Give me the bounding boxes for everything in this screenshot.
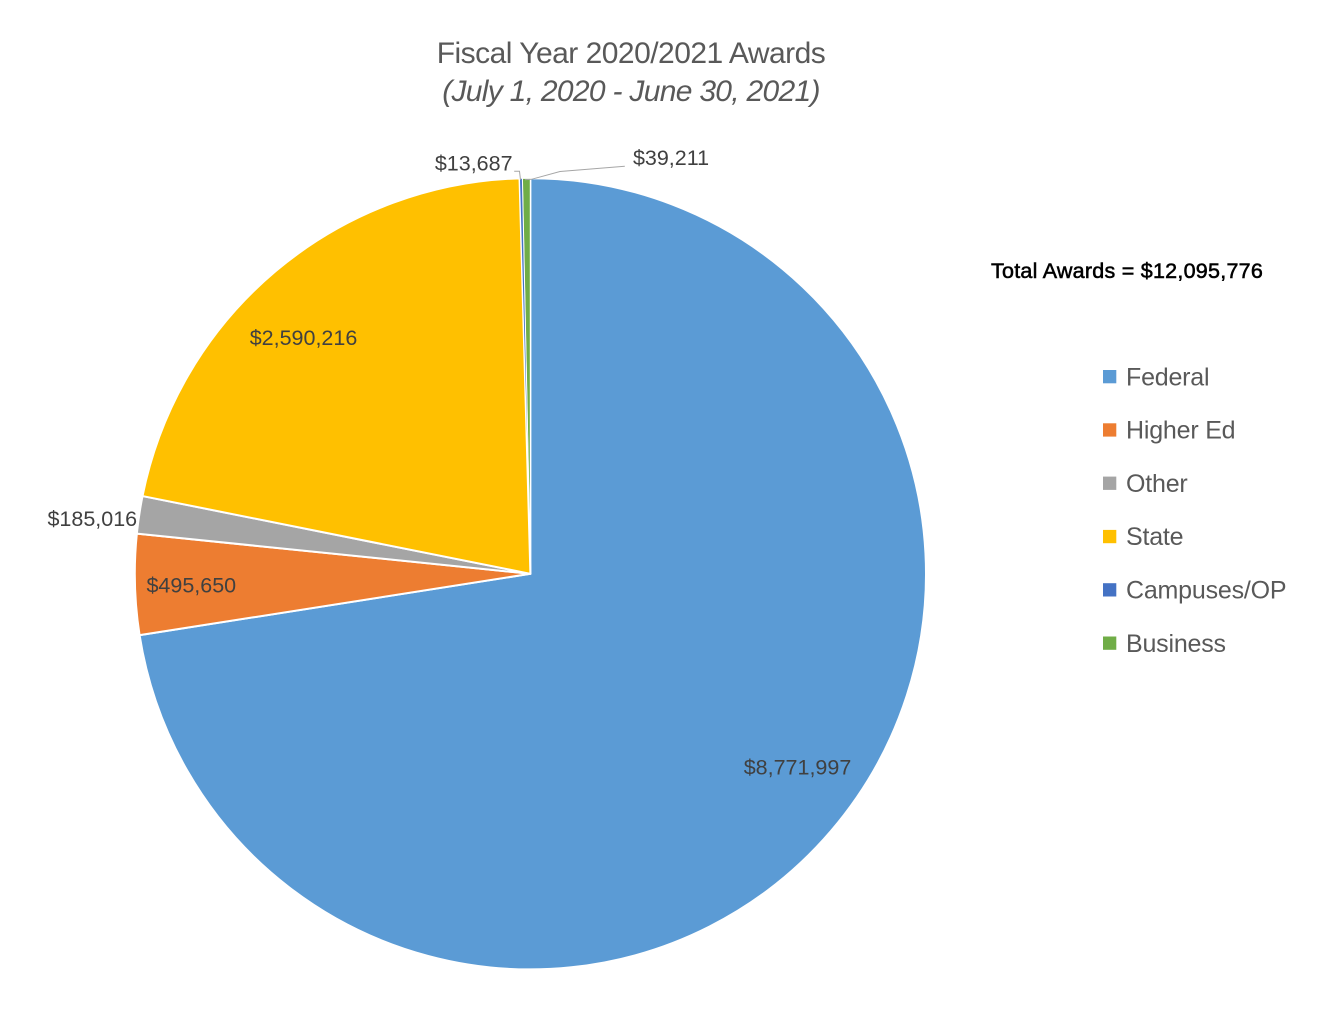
svg-text:Other: Other (1126, 470, 1188, 498)
svg-text:Higher Ed: Higher Ed (1126, 417, 1235, 445)
svg-text:$495,650: $495,650 (146, 574, 236, 598)
svg-text:Campuses/OP: Campuses/OP (1126, 577, 1286, 605)
svg-text:Business: Business (1126, 630, 1226, 658)
svg-text:$2,590,216: $2,590,216 (250, 326, 358, 350)
svg-text:$39,211: $39,211 (633, 146, 709, 170)
svg-text:Total Awards = $12,095,776: Total Awards = $12,095,776 (991, 259, 1263, 283)
svg-text:$185,016: $185,016 (47, 507, 137, 531)
svg-text:Federal: Federal (1126, 363, 1209, 391)
svg-text:$13,687: $13,687 (435, 152, 513, 176)
svg-text:(July 1, 2020 - June 30, 2021): (July 1, 2020 - June 30, 2021) (442, 75, 820, 108)
svg-text:State: State (1126, 523, 1183, 551)
svg-text:$8,771,997: $8,771,997 (744, 756, 852, 780)
svg-text:Fiscal Year 2020/2021 Awards: Fiscal Year 2020/2021 Awards (437, 37, 826, 70)
